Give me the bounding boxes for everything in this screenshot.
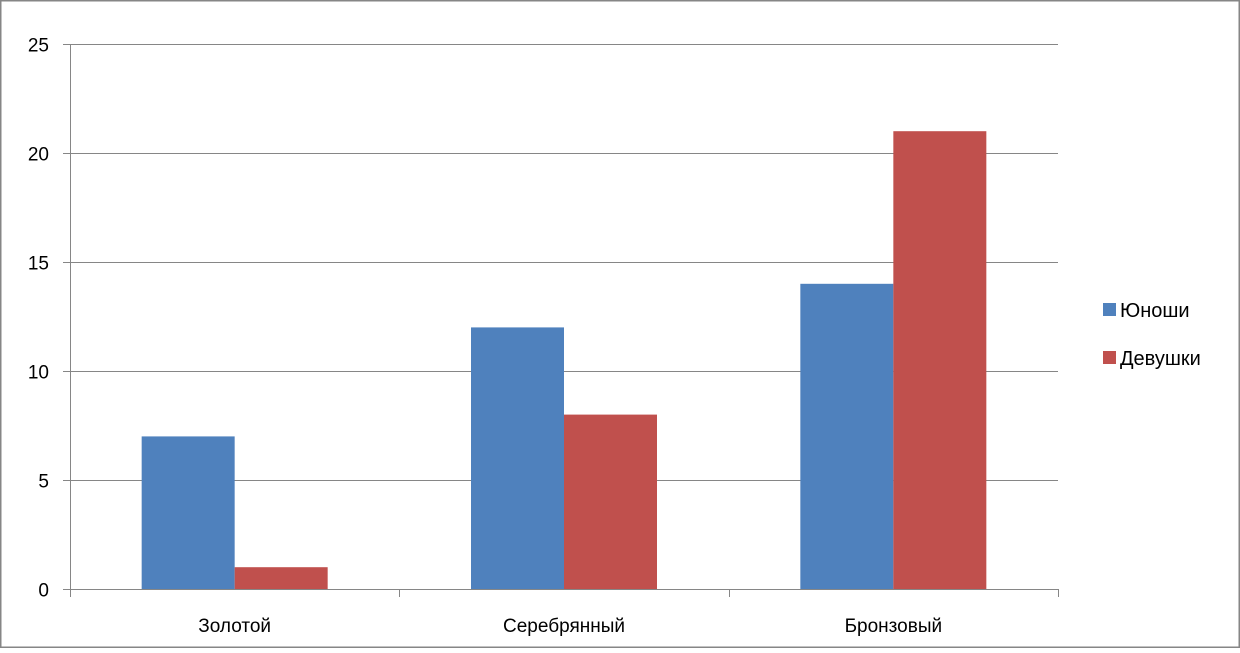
y-tick-label: 25 <box>28 36 49 57</box>
bar-series-2 <box>893 131 987 589</box>
bar-series-2 <box>234 567 328 589</box>
legend-label: Юноши <box>1120 300 1190 322</box>
y-tick-label: 5 <box>38 472 49 493</box>
legend-item: Юноши <box>1103 300 1190 322</box>
bar-series-1 <box>141 436 235 589</box>
legend-swatch <box>1103 351 1116 364</box>
x-tick-labels: Золотой Серебрянный Бронзовый <box>198 616 942 637</box>
legend-label: Девушки <box>1120 348 1201 370</box>
bar-series-1 <box>471 327 564 589</box>
y-tick-label: 20 <box>28 145 49 166</box>
y-tick-labels: 0 5 10 15 20 25 <box>28 36 49 602</box>
legend-swatch <box>1103 303 1116 316</box>
x-tick-label: Бронзовый <box>845 616 943 637</box>
legend: Юноши Девушки <box>1103 300 1201 370</box>
legend-item: Девушки <box>1103 348 1201 370</box>
y-tick-label: 0 <box>38 581 49 602</box>
y-tick-label: 15 <box>28 254 49 275</box>
bar-series-1 <box>800 283 894 589</box>
axes <box>63 44 1059 597</box>
bars <box>141 131 987 589</box>
y-tick-label: 10 <box>28 363 49 384</box>
bar-series-2 <box>564 414 657 589</box>
x-tick-label: Серебрянный <box>503 616 625 637</box>
x-tick-label: Золотой <box>198 616 271 637</box>
